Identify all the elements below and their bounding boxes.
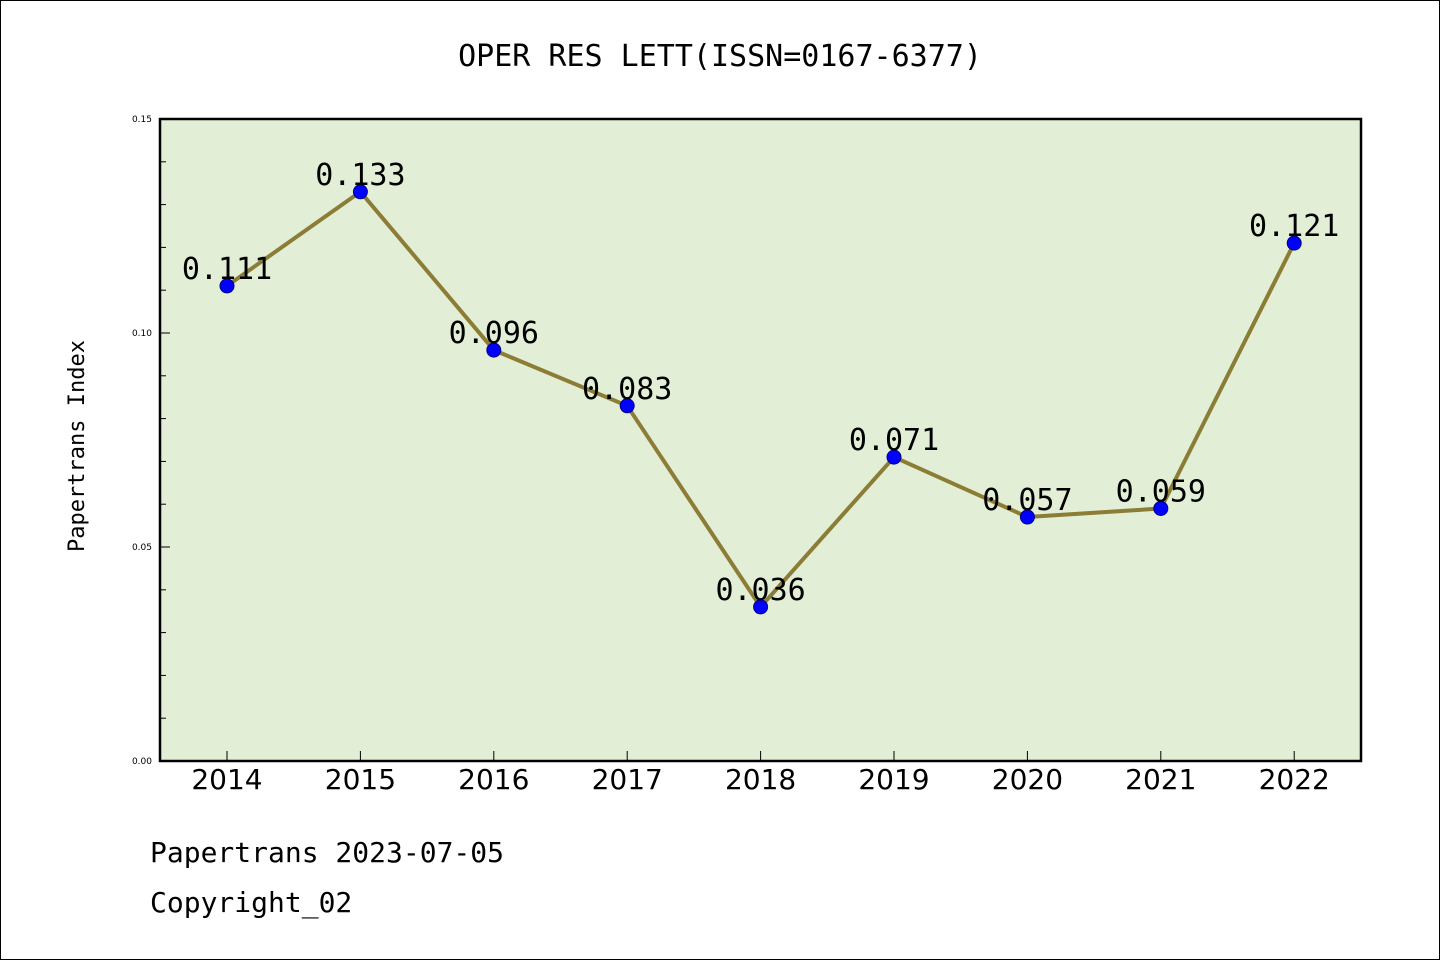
chart-title: OPER RES LETT(ISSN=0167-6377) [458, 39, 982, 74]
data-label: 0.133 [315, 158, 405, 193]
y-tick-label: 0.00 [132, 757, 152, 767]
data-point [1019, 509, 1035, 525]
x-axis-ticks: 2014 2015 2016 2017 2018 2019 2020 2021 2022 [191, 751, 1330, 796]
y-tick-label: 0.15 [132, 115, 152, 125]
data-point [1286, 235, 1302, 251]
x-tick-label: 2016 [458, 763, 529, 796]
plot-area [158, 117, 1363, 763]
footer-copyright: Copyright_02 [150, 886, 353, 919]
data-label: 0.057 [982, 483, 1072, 518]
data-label: 0.071 [849, 423, 939, 458]
x-tick-label: 2015 [325, 763, 396, 796]
x-tick-label: 2021 [1125, 763, 1196, 796]
x-tick-label: 2019 [858, 763, 929, 796]
data-point [352, 184, 368, 200]
x-tick-label: 2014 [191, 763, 262, 796]
y-axis-ticks: 0.00 0.05 0.10 0.15 [132, 115, 170, 767]
data-label: 0.036 [715, 573, 805, 608]
data-point [886, 449, 902, 465]
data-point [619, 398, 635, 414]
data-label: 0.111 [182, 252, 272, 287]
x-tick-label: 2017 [592, 763, 663, 796]
y-axis-label: Papertrans Index [65, 340, 90, 552]
y-tick-label: 0.10 [132, 329, 152, 339]
data-point [486, 342, 502, 358]
data-point [753, 599, 769, 615]
data-markers [219, 184, 1302, 615]
data-point [1153, 500, 1169, 516]
data-point [219, 278, 235, 294]
data-labels: 0.111 0.133 0.096 0.083 0.036 0.071 0.057 0.059… [182, 158, 1340, 608]
x-tick-label: 2022 [1259, 763, 1330, 796]
data-label: 0.083 [582, 372, 672, 407]
x-tick-label: 2018 [725, 763, 796, 796]
data-label: 0.121 [1249, 209, 1339, 244]
y-tick-label: 0.05 [132, 543, 152, 553]
footer-date-line: Papertrans 2023-07-05 [150, 836, 505, 869]
data-label: 0.059 [1116, 474, 1206, 509]
data-label: 0.096 [449, 316, 539, 351]
x-tick-label: 2020 [992, 763, 1063, 796]
